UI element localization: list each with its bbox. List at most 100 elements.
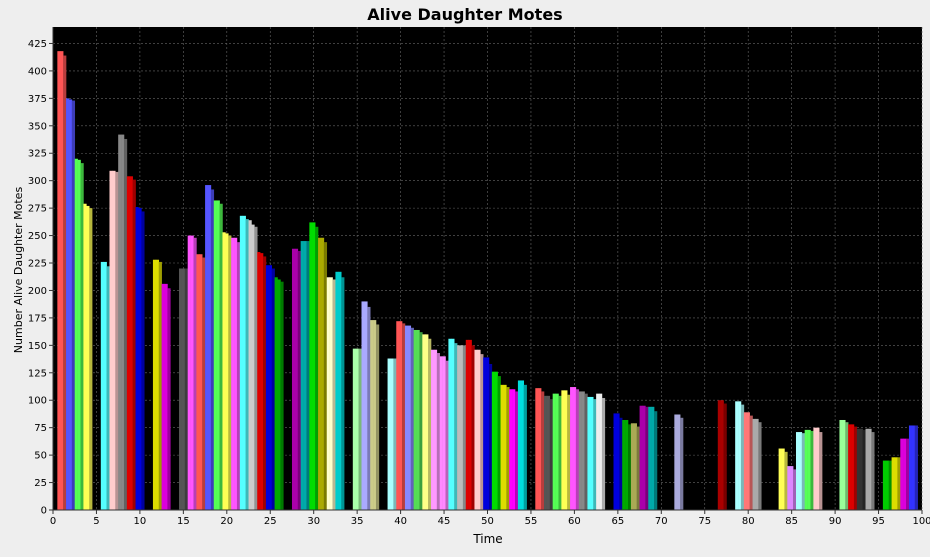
- bar: [57, 51, 61, 511]
- x-tick-label: 5: [93, 516, 99, 527]
- bar: [480, 354, 484, 510]
- x-tick-label: 30: [307, 516, 320, 527]
- bar: [373, 320, 377, 510]
- bar: [538, 388, 542, 510]
- bar: [329, 277, 333, 510]
- bar: [555, 393, 559, 510]
- bar: [900, 438, 904, 510]
- y-tick-label: 375: [28, 94, 47, 105]
- bar: [911, 425, 916, 510]
- bar: [749, 415, 753, 510]
- bar: [735, 401, 739, 510]
- bar: [445, 360, 449, 510]
- bar: [746, 412, 750, 510]
- bar: [601, 398, 606, 510]
- bar: [80, 163, 84, 511]
- bar: [422, 334, 426, 510]
- bar: [848, 424, 852, 510]
- y-tick-label: 75: [34, 423, 47, 434]
- bar: [274, 277, 278, 510]
- bar: [112, 170, 116, 510]
- bar: [758, 422, 762, 510]
- bar: [851, 424, 855, 510]
- bar: [231, 237, 235, 510]
- bar: [251, 224, 255, 510]
- bar: [798, 432, 803, 510]
- bar: [234, 237, 238, 510]
- bar: [303, 241, 307, 510]
- y-tick-label: 175: [28, 313, 47, 324]
- bar: [404, 325, 409, 510]
- bar: [593, 399, 597, 510]
- bar: [509, 389, 513, 510]
- bar: [419, 332, 423, 510]
- bar: [355, 348, 359, 510]
- bar: [914, 425, 918, 510]
- bar: [512, 389, 516, 510]
- bar: [242, 215, 246, 511]
- bar: [523, 384, 527, 510]
- bar: [352, 348, 357, 510]
- bar: [639, 405, 643, 510]
- bar: [486, 357, 490, 510]
- bar: [738, 401, 742, 510]
- bar: [570, 387, 574, 510]
- bar: [856, 428, 861, 510]
- bar: [651, 406, 655, 510]
- x-tick-label: 50: [481, 516, 494, 527]
- bar: [115, 171, 119, 510]
- y-tick-label: 225: [28, 259, 47, 270]
- bar: [448, 338, 452, 510]
- bar: [341, 277, 345, 510]
- bar: [361, 301, 365, 510]
- bar: [500, 384, 504, 510]
- bar: [83, 203, 87, 511]
- bar: [216, 200, 220, 510]
- bar: [459, 345, 464, 510]
- y-tick-label: 300: [28, 176, 47, 187]
- bar: [390, 358, 394, 510]
- bar: [845, 422, 849, 510]
- bar: [196, 254, 200, 510]
- bar: [813, 427, 817, 510]
- bar: [60, 51, 64, 511]
- bar: [581, 391, 585, 510]
- bar: [819, 432, 823, 510]
- bar: [306, 241, 310, 510]
- bar: [155, 259, 160, 510]
- bar: [74, 158, 78, 510]
- bar: [428, 338, 432, 510]
- bar: [616, 413, 620, 510]
- x-tick-label: 70: [655, 516, 668, 527]
- bar: [642, 405, 646, 510]
- bar: [885, 460, 889, 510]
- bar: [396, 321, 400, 510]
- bar: [859, 428, 863, 510]
- y-tick-label: 125: [28, 368, 47, 379]
- bar: [558, 395, 562, 510]
- bar: [277, 279, 281, 510]
- chart-title: Alive Daughter Motes: [367, 5, 562, 24]
- bar: [210, 189, 215, 511]
- bar: [491, 371, 496, 510]
- bar: [141, 211, 145, 510]
- bar: [543, 395, 548, 510]
- bar: [161, 283, 165, 510]
- bar: [810, 430, 814, 510]
- bar: [213, 200, 217, 510]
- bar: [541, 391, 545, 510]
- bar: [465, 339, 469, 510]
- bar: [126, 176, 131, 511]
- bar: [680, 417, 684, 510]
- y-tick-label: 0: [41, 506, 47, 517]
- bar: [138, 208, 142, 510]
- y-tick-label: 275: [28, 204, 47, 215]
- bar: [564, 390, 568, 510]
- bar: [433, 349, 438, 510]
- bar: [575, 389, 580, 510]
- bar: [425, 334, 429, 510]
- bar: [839, 419, 843, 510]
- bar: [842, 419, 846, 510]
- bar: [300, 241, 304, 510]
